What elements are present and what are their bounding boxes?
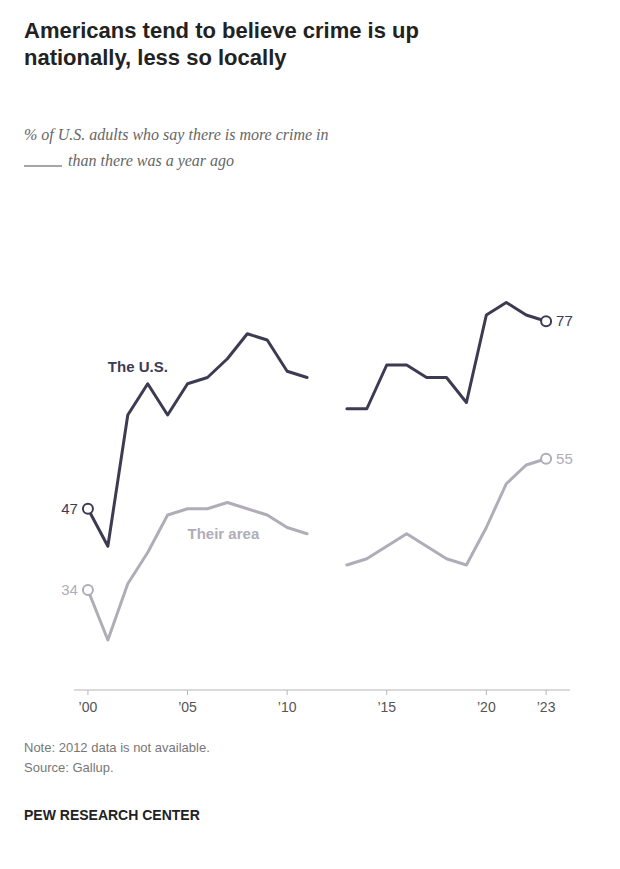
subtitle: than there was a year ago [68,152,234,170]
source: Source: Gallup. [24,760,114,775]
x-tick-label: ’00 [79,699,98,715]
value-label: 47 [61,500,78,517]
labels: 47 77 The U.S. 34 55 Their area [61,312,573,598]
x-tick [546,690,547,695]
footer: PEW RESEARCH CENTER [24,807,200,823]
note: Note: 2012 data is not available. [24,740,210,755]
x-tick-label: ’20 [477,699,496,715]
x-tick [287,690,288,695]
value-label: 34 [61,581,78,598]
end-marker [541,454,551,464]
value-label: 77 [556,312,573,329]
x-tick [187,690,188,695]
x-tick-label: ’15 [377,699,396,715]
x-axis [74,690,570,691]
x-tick-label: ’23 [537,699,556,715]
x-tick [87,690,88,695]
series-line [88,459,546,640]
x-tick [486,690,487,695]
x-tick-label: ’05 [178,699,197,715]
end-marker [83,504,93,514]
background [0,0,620,869]
plot-area [83,303,551,641]
chart: Americans tend to believe crime is upnat… [0,0,620,869]
x-tick-label: ’10 [278,699,297,715]
x-tick [386,690,387,695]
value-label: 55 [556,450,573,467]
series-line [88,303,546,547]
series-name: Their area [188,525,260,542]
subtitle: % of U.S. adults who say there is more c… [24,126,329,144]
series-name: The U.S. [108,358,168,375]
subtitle-blank [24,165,62,167]
end-marker [541,316,551,326]
end-marker [83,585,93,595]
title: Americans tend to believe crime is upnat… [24,18,419,70]
